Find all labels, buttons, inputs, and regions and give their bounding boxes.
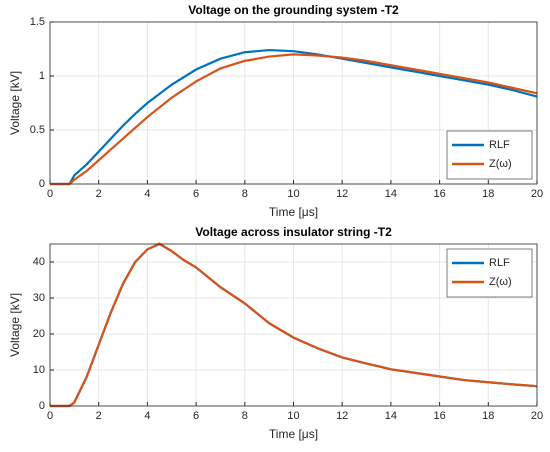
x-axis-label: Time [μs] bbox=[269, 205, 318, 219]
axes-box bbox=[49, 21, 538, 185]
y-tick-label: 0 bbox=[39, 178, 45, 190]
legend: RLF Z(ω) bbox=[446, 130, 533, 180]
data-line bbox=[50, 48, 538, 186]
y-tick-label: 30 bbox=[33, 292, 45, 304]
x-tick-label: 6 bbox=[193, 188, 199, 200]
legend-label: RLF bbox=[489, 257, 510, 269]
y-axis-label: Voltage [kV] bbox=[8, 293, 22, 357]
x-tick-label: 14 bbox=[385, 410, 397, 422]
x-tick-label: 12 bbox=[336, 410, 348, 422]
x-tick-label: 16 bbox=[433, 410, 445, 422]
x-tick-label: 0 bbox=[47, 410, 53, 422]
chart-title: Voltage on the grounding system -T2 bbox=[188, 3, 399, 17]
legend-label: RLF bbox=[489, 139, 510, 151]
x-tick-label: 6 bbox=[193, 410, 199, 422]
legend-label: Z(ω) bbox=[489, 276, 512, 288]
x-tick-label: 12 bbox=[336, 188, 348, 200]
x-tick-label: 4 bbox=[144, 410, 150, 422]
subplot: 0 2 4 6 8 10 12 14 16 18 20 0 10 20 30 40 Voltage across… bbox=[8, 225, 543, 441]
y-axis-label: Voltage [kV] bbox=[8, 71, 22, 135]
x-tick-label: 14 bbox=[385, 188, 397, 200]
axes-box bbox=[49, 243, 538, 407]
y-tick-label: 0.5 bbox=[30, 124, 45, 136]
x-tick-label: 8 bbox=[242, 188, 248, 200]
y-tick-label: 40 bbox=[33, 256, 45, 268]
data-line bbox=[50, 53, 538, 186]
x-tick-label: 10 bbox=[287, 188, 299, 200]
x-tick-label: 2 bbox=[96, 188, 102, 200]
x-tick-label: 20 bbox=[531, 410, 543, 422]
chart-title: Voltage across insulator string -T2 bbox=[195, 225, 392, 239]
x-tick-label: 2 bbox=[96, 410, 102, 422]
data-line bbox=[50, 242, 538, 408]
x-tick-label: 20 bbox=[531, 188, 543, 200]
legend-box bbox=[446, 130, 533, 180]
x-axis-label: Time [μs] bbox=[269, 427, 318, 441]
x-tick-label: 18 bbox=[482, 188, 494, 200]
y-tick-label: 1.5 bbox=[30, 16, 45, 28]
x-tick-label: 8 bbox=[242, 410, 248, 422]
y-tick-label: 0 bbox=[39, 400, 45, 412]
y-tick-label: 20 bbox=[33, 328, 45, 340]
x-tick-label: 0 bbox=[47, 188, 53, 200]
x-tick-label: 4 bbox=[144, 188, 150, 200]
x-tick-label: 18 bbox=[482, 410, 494, 422]
y-tick-label: 1 bbox=[39, 70, 45, 82]
subplot: 0 2 4 6 8 10 12 14 16 18 20 0 0.5 1 1.5 Voltage on the … bbox=[8, 3, 543, 219]
x-tick-label: 10 bbox=[287, 410, 299, 422]
x-tick-label: 16 bbox=[433, 188, 445, 200]
y-tick-label: 10 bbox=[33, 364, 45, 376]
legend: RLF Z(ω) bbox=[446, 248, 533, 298]
legend-label: Z(ω) bbox=[489, 158, 512, 170]
legend-box bbox=[446, 248, 533, 298]
